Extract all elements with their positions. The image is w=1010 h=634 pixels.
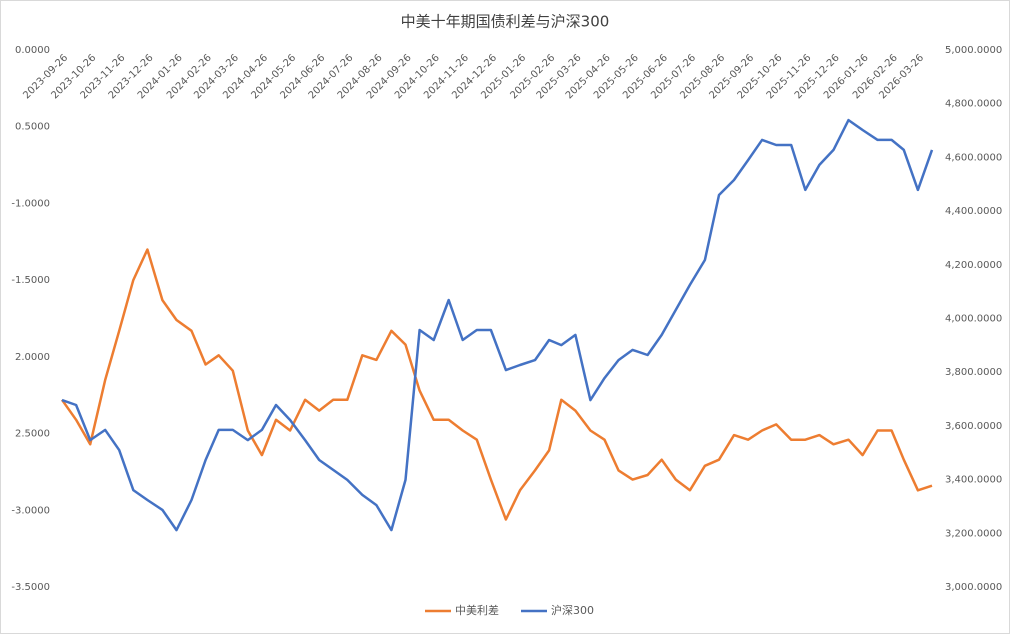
- y2-tick-label: 3,800.0000: [945, 367, 1002, 378]
- y2-tick-label: 4,200.0000: [945, 260, 1002, 271]
- y2-tick-label: 4,000.0000: [945, 314, 1002, 325]
- y-tick-label: -1.5000: [11, 275, 50, 286]
- chart-title: 中美十年期国债利差与沪深300: [401, 13, 610, 31]
- y2-tick-label: 5,000.0000: [945, 45, 1002, 56]
- legend-label: 沪深300: [551, 603, 594, 617]
- y2-tick-label: 3,200.0000: [945, 528, 1002, 539]
- y2-tick-label: 3,600.0000: [945, 421, 1002, 432]
- y2-tick-label: 4,600.0000: [945, 152, 1002, 163]
- legend-label: 中美利差: [455, 603, 499, 617]
- y2-tick-label: 4,800.0000: [945, 99, 1002, 110]
- y-tick-label: -3.0000: [11, 505, 50, 516]
- y-tick-label: -3.5000: [11, 582, 50, 593]
- y-tick-label: 2.0000: [15, 352, 50, 363]
- series-line: [61, 118, 934, 532]
- y2-tick-label: 4,400.0000: [945, 206, 1002, 217]
- y-tick-label: 0.0000: [15, 45, 50, 56]
- series-line: [60, 248, 933, 521]
- y-tick-label: 0.5000: [15, 122, 50, 133]
- y2-tick-label: 3,000.0000: [945, 582, 1002, 593]
- y2-tick-label: 3,400.0000: [945, 475, 1002, 486]
- y-tick-label: 2.5000: [15, 429, 50, 440]
- y-tick-label: -1.0000: [11, 198, 50, 209]
